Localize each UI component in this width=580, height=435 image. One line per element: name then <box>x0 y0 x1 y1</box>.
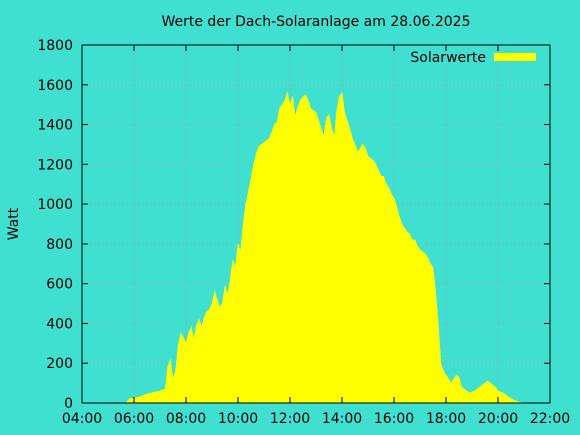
y-tick-label: 0 <box>64 396 73 412</box>
y-tick-label: 1600 <box>37 78 73 94</box>
x-tick-label: 06:00 <box>114 411 154 427</box>
series-layer <box>125 91 530 404</box>
y-tick-label: 200 <box>46 356 73 372</box>
y-tick-label: 1000 <box>37 197 73 213</box>
chart-title: Werte der Dach-Solaranlage am 28.06.2025 <box>161 14 470 30</box>
plot-frame <box>81 44 551 404</box>
y-tick-label: 600 <box>46 277 73 293</box>
x-tick-label: 08:00 <box>166 411 206 427</box>
y-tick-label: 800 <box>46 237 73 253</box>
y-tick-label: 1200 <box>37 157 73 173</box>
x-tick-label: 14:00 <box>322 411 362 427</box>
x-tick-label: 22:00 <box>530 411 570 427</box>
y-tick-label: 1800 <box>37 38 73 54</box>
x-tick-label: 04:00 <box>62 411 102 427</box>
legend: Solarwerte <box>410 50 536 66</box>
series-area-solarwerte <box>125 91 530 404</box>
y-tick-label: 1400 <box>37 118 73 134</box>
x-tick-label: 18:00 <box>426 411 466 427</box>
y-axis-label: Watt <box>6 207 22 240</box>
legend-label: Solarwerte <box>410 50 486 66</box>
x-tick-label: 20:00 <box>478 411 518 427</box>
tick-layer: 0 200 400 600 800 1000 1200 1400 1600 1800 04:00 06… <box>37 38 570 427</box>
legend-swatch <box>494 53 536 61</box>
x-tick-label: 10:00 <box>218 411 258 427</box>
x-tick-label: 16:00 <box>374 411 414 427</box>
x-tick-label: 12:00 <box>270 411 310 427</box>
y-tick-label: 400 <box>46 316 73 332</box>
